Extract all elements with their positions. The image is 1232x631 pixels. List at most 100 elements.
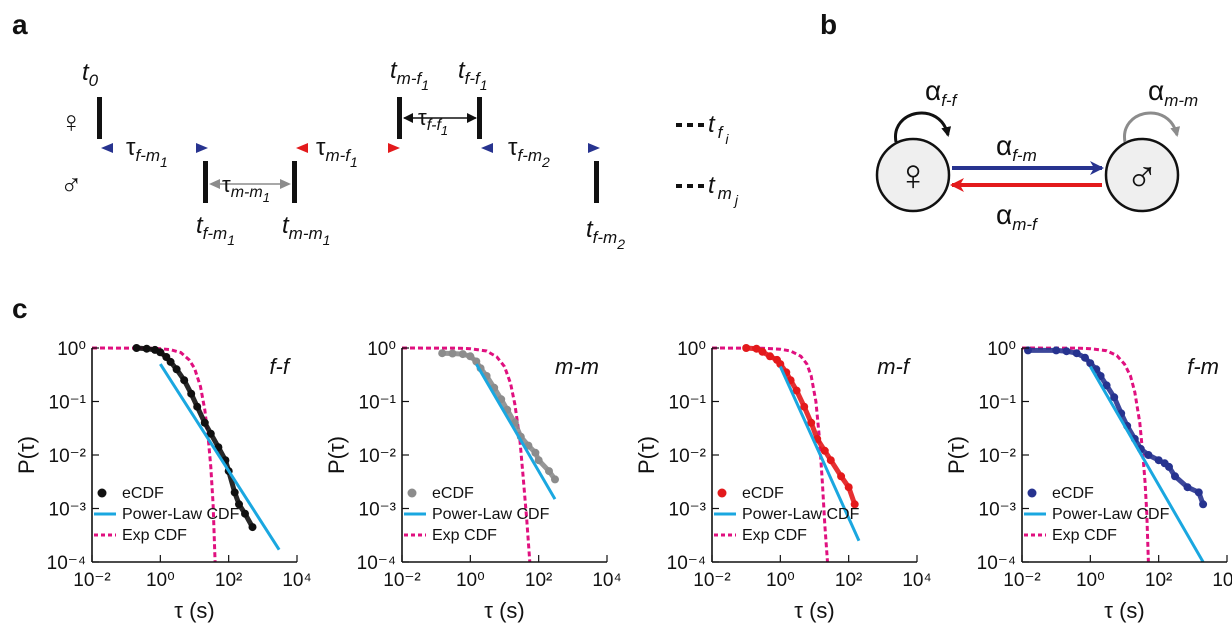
- event-bar-tfm2: [594, 161, 599, 203]
- label-tmm1: tm-m1: [282, 212, 330, 248]
- interval-arrow-mf1-right: [388, 143, 400, 153]
- y-tick-label: 10⁰: [57, 339, 86, 360]
- y-tick-label: 10⁻⁴: [47, 553, 86, 574]
- label-alpha-mm: αm-m: [1148, 75, 1198, 110]
- ecdf-trace: [1025, 347, 1206, 507]
- x-tick-label: 10⁴: [592, 570, 621, 591]
- label-tau-fm1: τf-m1: [126, 134, 168, 170]
- label-tmf1: tm-f1: [390, 57, 429, 93]
- interval-arrow-fm1-left: [101, 143, 113, 153]
- legend-label-exp: Exp CDF: [122, 527, 187, 544]
- y-tick-label: 10⁻¹: [669, 393, 707, 414]
- self-loop-mm: [1123, 111, 1181, 143]
- y-tick-label: 10⁻³: [669, 500, 707, 521]
- legend-label-ecdf: eCDF: [742, 485, 784, 502]
- legend-label-exp: Exp CDF: [742, 527, 807, 544]
- y-tick-label: 10⁻²: [49, 446, 87, 467]
- ecdf-trace: [134, 345, 255, 530]
- x-tick-label: 10⁰: [1076, 570, 1105, 591]
- label-alpha-fm: αf-m: [996, 130, 1037, 165]
- y-tick-label: 10⁰: [367, 339, 396, 360]
- legend-label-ecdf: eCDF: [122, 485, 164, 502]
- interval-arrow-mf1-left: [296, 143, 308, 153]
- label-tff1: tf-f1: [458, 57, 488, 93]
- x-tick-label: 10²: [525, 570, 552, 591]
- y-axis-title: P(τ): [324, 436, 349, 474]
- x-tick-label: 10⁰: [146, 570, 175, 591]
- exp-cdf-line: [711, 346, 829, 563]
- interval-arrow-mm1-right: [280, 179, 291, 189]
- y-tick-label: 10⁰: [677, 339, 706, 360]
- legend-swatch-ecdf: [1027, 488, 1037, 498]
- powerlaw-cdf-line: [778, 365, 861, 542]
- y-axis-title: P(τ): [14, 436, 39, 474]
- x-axis-title: τ (s): [174, 598, 214, 623]
- x-tick-label: 10⁴: [282, 570, 311, 591]
- legend-swatch-ecdf: [407, 488, 417, 498]
- female-symbol: ♀: [60, 106, 83, 139]
- y-tick-label: 10⁻⁴: [667, 553, 706, 574]
- chart-m-f: 10⁻² 10⁰ 10² 10⁴ 10⁰ 10⁻¹ 10⁻² 10⁻³ 10⁻⁴ τ (s) P(τ…: [634, 339, 932, 623]
- label-tfm2: tf-m2: [586, 216, 625, 252]
- y-tick-label: 10⁻³: [49, 500, 87, 521]
- y-tick-label: 10⁻⁴: [357, 553, 396, 574]
- female-node: [875, 137, 951, 213]
- interval-arrow-ff1-right: [467, 113, 477, 123]
- event-bar-tfm1: [203, 161, 208, 203]
- panel-a: a ♀ ♂ t0 tm-f1 tf-f1 tf-m1 tm-m1 tf-m2 τ…: [12, 9, 739, 252]
- legend: eCDF Power-Law CDF Exp CDF: [404, 485, 550, 544]
- legend-label-exp: Exp CDF: [432, 527, 497, 544]
- x-axis-title: τ (s): [484, 598, 524, 623]
- powerlaw-cdf-line: [1089, 365, 1205, 563]
- legend-label-ecdf: eCDF: [432, 485, 474, 502]
- label-tfm1: tf-m1: [196, 212, 235, 248]
- legend-label-powerlaw: Power-Law CDF: [122, 506, 240, 523]
- y-tick-label: 10⁻²: [979, 446, 1017, 467]
- label-t0: t0: [82, 59, 99, 90]
- label-tau-ff1: τf-f1: [418, 105, 448, 138]
- event-bar-tmm1: [292, 161, 297, 203]
- label-tau-mm1: τm-m1: [222, 172, 270, 205]
- y-tick-label: 10⁻³: [359, 500, 397, 521]
- panel-tag: m-m: [555, 354, 599, 379]
- x-tick-label: 10²: [1145, 570, 1172, 591]
- x-tick-label: 10⁰: [766, 570, 795, 591]
- x-tick-label: 10⁻²: [383, 570, 421, 591]
- y-tick-label: 10⁻¹: [359, 393, 397, 414]
- event-bar-t0: [97, 97, 102, 139]
- label-alpha-mf: αm-f: [996, 199, 1039, 234]
- male-node: [1104, 137, 1180, 213]
- ecdf-trace: [439, 350, 558, 482]
- y-tick-label: 10⁻¹: [979, 393, 1017, 414]
- x-tick-label: 10⁴: [1212, 570, 1232, 591]
- legend: eCDF Power-Law CDF Exp CDF: [714, 485, 860, 544]
- ecdf-points: [742, 344, 859, 509]
- event-bar-tff1: [477, 97, 482, 139]
- ecdf-trace: [743, 345, 858, 507]
- panel-c-charts: 10⁻² 10⁰ 10² 10⁴ 10⁰ 10⁻¹ 10⁻² 10⁻³ 10⁻⁴ τ (s) P(τ…: [14, 339, 1232, 623]
- interval-arrow-mm1-left: [209, 179, 220, 189]
- chart-m-m: 10⁻² 10⁰ 10² 10⁴ 10⁰ 10⁻¹ 10⁻² 10⁻³ 10⁻⁴ τ (s) P(τ…: [324, 339, 622, 623]
- y-tick-label: 10⁻²: [359, 446, 397, 467]
- powerlaw-cdf-line: [159, 363, 281, 551]
- legend-label-powerlaw: Power-Law CDF: [1052, 506, 1170, 523]
- panel-tag: f-f: [269, 354, 291, 379]
- male-node-symbol: ♂: [1126, 151, 1159, 200]
- y-axis-title: P(τ): [944, 436, 969, 474]
- exp-cdf-line: [1021, 346, 1150, 563]
- x-axis-title: τ (s): [1104, 598, 1144, 623]
- label-tau-mf1: τm-f1: [316, 134, 358, 170]
- y-axis-title: P(τ): [634, 436, 659, 474]
- exp-cdf-line: [401, 346, 532, 563]
- y-tick-label: 10⁻⁴: [977, 553, 1016, 574]
- x-tick-label: 10⁻²: [1003, 570, 1041, 591]
- y-tick-label: 10⁻³: [979, 500, 1017, 521]
- female-node-symbol: ♀: [897, 151, 930, 200]
- y-tick-label: 10⁻¹: [49, 393, 87, 414]
- legend: eCDF Power-Law CDF Exp CDF: [1024, 485, 1170, 544]
- legend-swatch-ecdf: [97, 488, 107, 498]
- interval-arrow-fm2-right: [588, 143, 600, 153]
- panel-letter-b: b: [820, 9, 837, 40]
